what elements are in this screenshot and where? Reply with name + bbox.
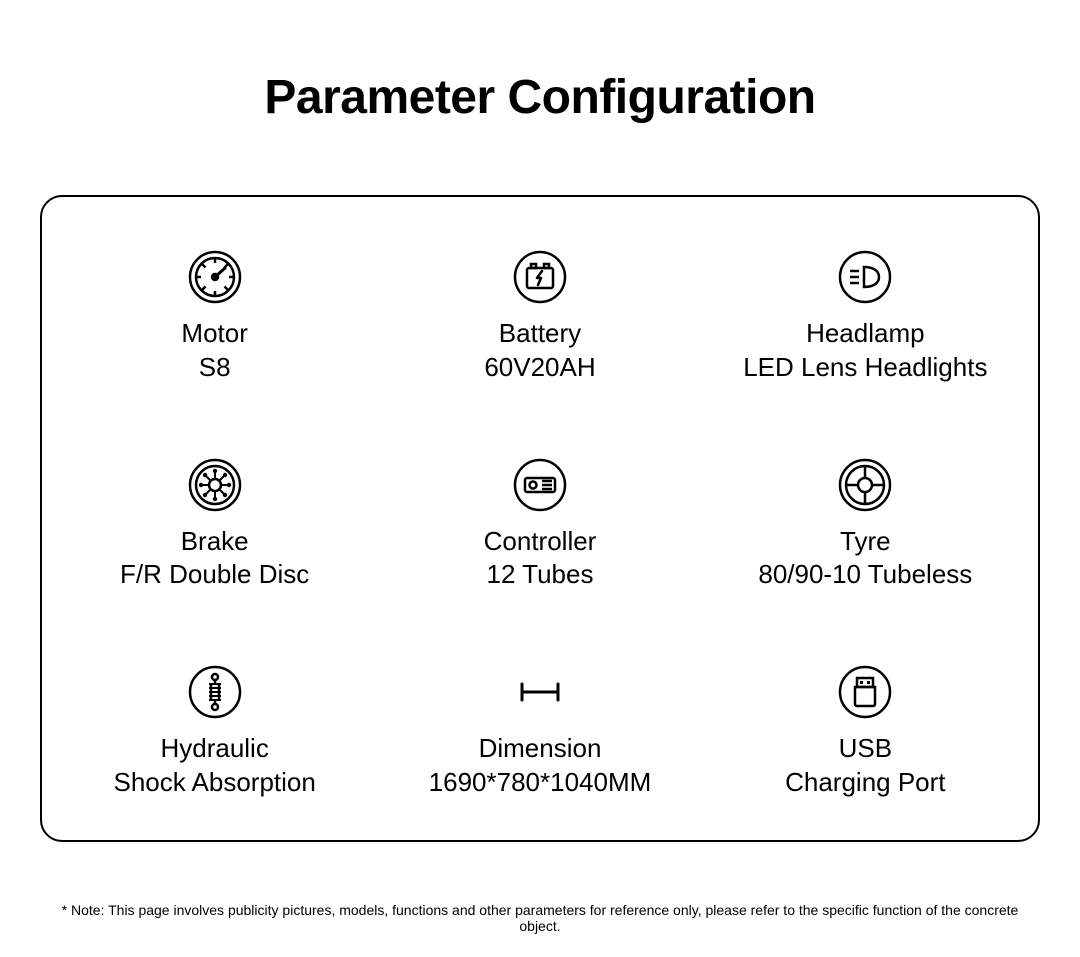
- spec-battery: Battery 60V20AH: [377, 247, 702, 385]
- spec-label: Dimension: [479, 732, 602, 766]
- spec-dimension: Dimension 1690*780*1040MM: [377, 662, 702, 800]
- spec-label: Brake: [181, 525, 249, 559]
- spec-brake: Brake F/R Double Disc: [52, 455, 377, 593]
- spec-label: Battery: [499, 317, 581, 351]
- spec-shock: Hydraulic Shock Absorption: [52, 662, 377, 800]
- spec-value: LED Lens Headlights: [743, 351, 987, 385]
- controller-icon: [510, 455, 570, 515]
- page-title: Parameter Configuration: [264, 70, 815, 125]
- brake-icon: [185, 455, 245, 515]
- spec-controller: Controller 12 Tubes: [377, 455, 702, 593]
- spec-label: Tyre: [840, 525, 891, 559]
- battery-icon: [510, 247, 570, 307]
- footnote: * Note: This page involves publicity pic…: [40, 902, 1040, 934]
- gauge-icon: [185, 247, 245, 307]
- shock-icon: [185, 662, 245, 722]
- spec-value: S8: [199, 351, 231, 385]
- spec-usb: USB Charging Port: [703, 662, 1028, 800]
- spec-label: Motor: [181, 317, 247, 351]
- spec-value: F/R Double Disc: [120, 558, 309, 592]
- spec-label: Hydraulic: [160, 732, 268, 766]
- spec-value: Charging Port: [785, 766, 945, 800]
- spec-tyre: Tyre 80/90-10 Tubeless: [703, 455, 1028, 593]
- tyre-icon: [835, 455, 895, 515]
- spec-label: Controller: [484, 525, 597, 559]
- dimension-icon: [510, 662, 570, 722]
- headlamp-icon: [835, 247, 895, 307]
- spec-label: USB: [839, 732, 892, 766]
- spec-headlamp: Headlamp LED Lens Headlights: [703, 247, 1028, 385]
- spec-grid: Motor S8 Battery 60V20AH: [52, 247, 1028, 800]
- spec-label: Headlamp: [806, 317, 925, 351]
- usb-icon: [835, 662, 895, 722]
- spec-motor: Motor S8: [52, 247, 377, 385]
- spec-value: 80/90-10 Tubeless: [758, 558, 972, 592]
- spec-value: Shock Absorption: [113, 766, 315, 800]
- spec-value: 1690*780*1040MM: [429, 766, 652, 800]
- spec-value: 12 Tubes: [487, 558, 594, 592]
- spec-panel: Motor S8 Battery 60V20AH: [40, 195, 1040, 842]
- spec-value: 60V20AH: [484, 351, 595, 385]
- page: Parameter Configuration: [0, 0, 1080, 957]
